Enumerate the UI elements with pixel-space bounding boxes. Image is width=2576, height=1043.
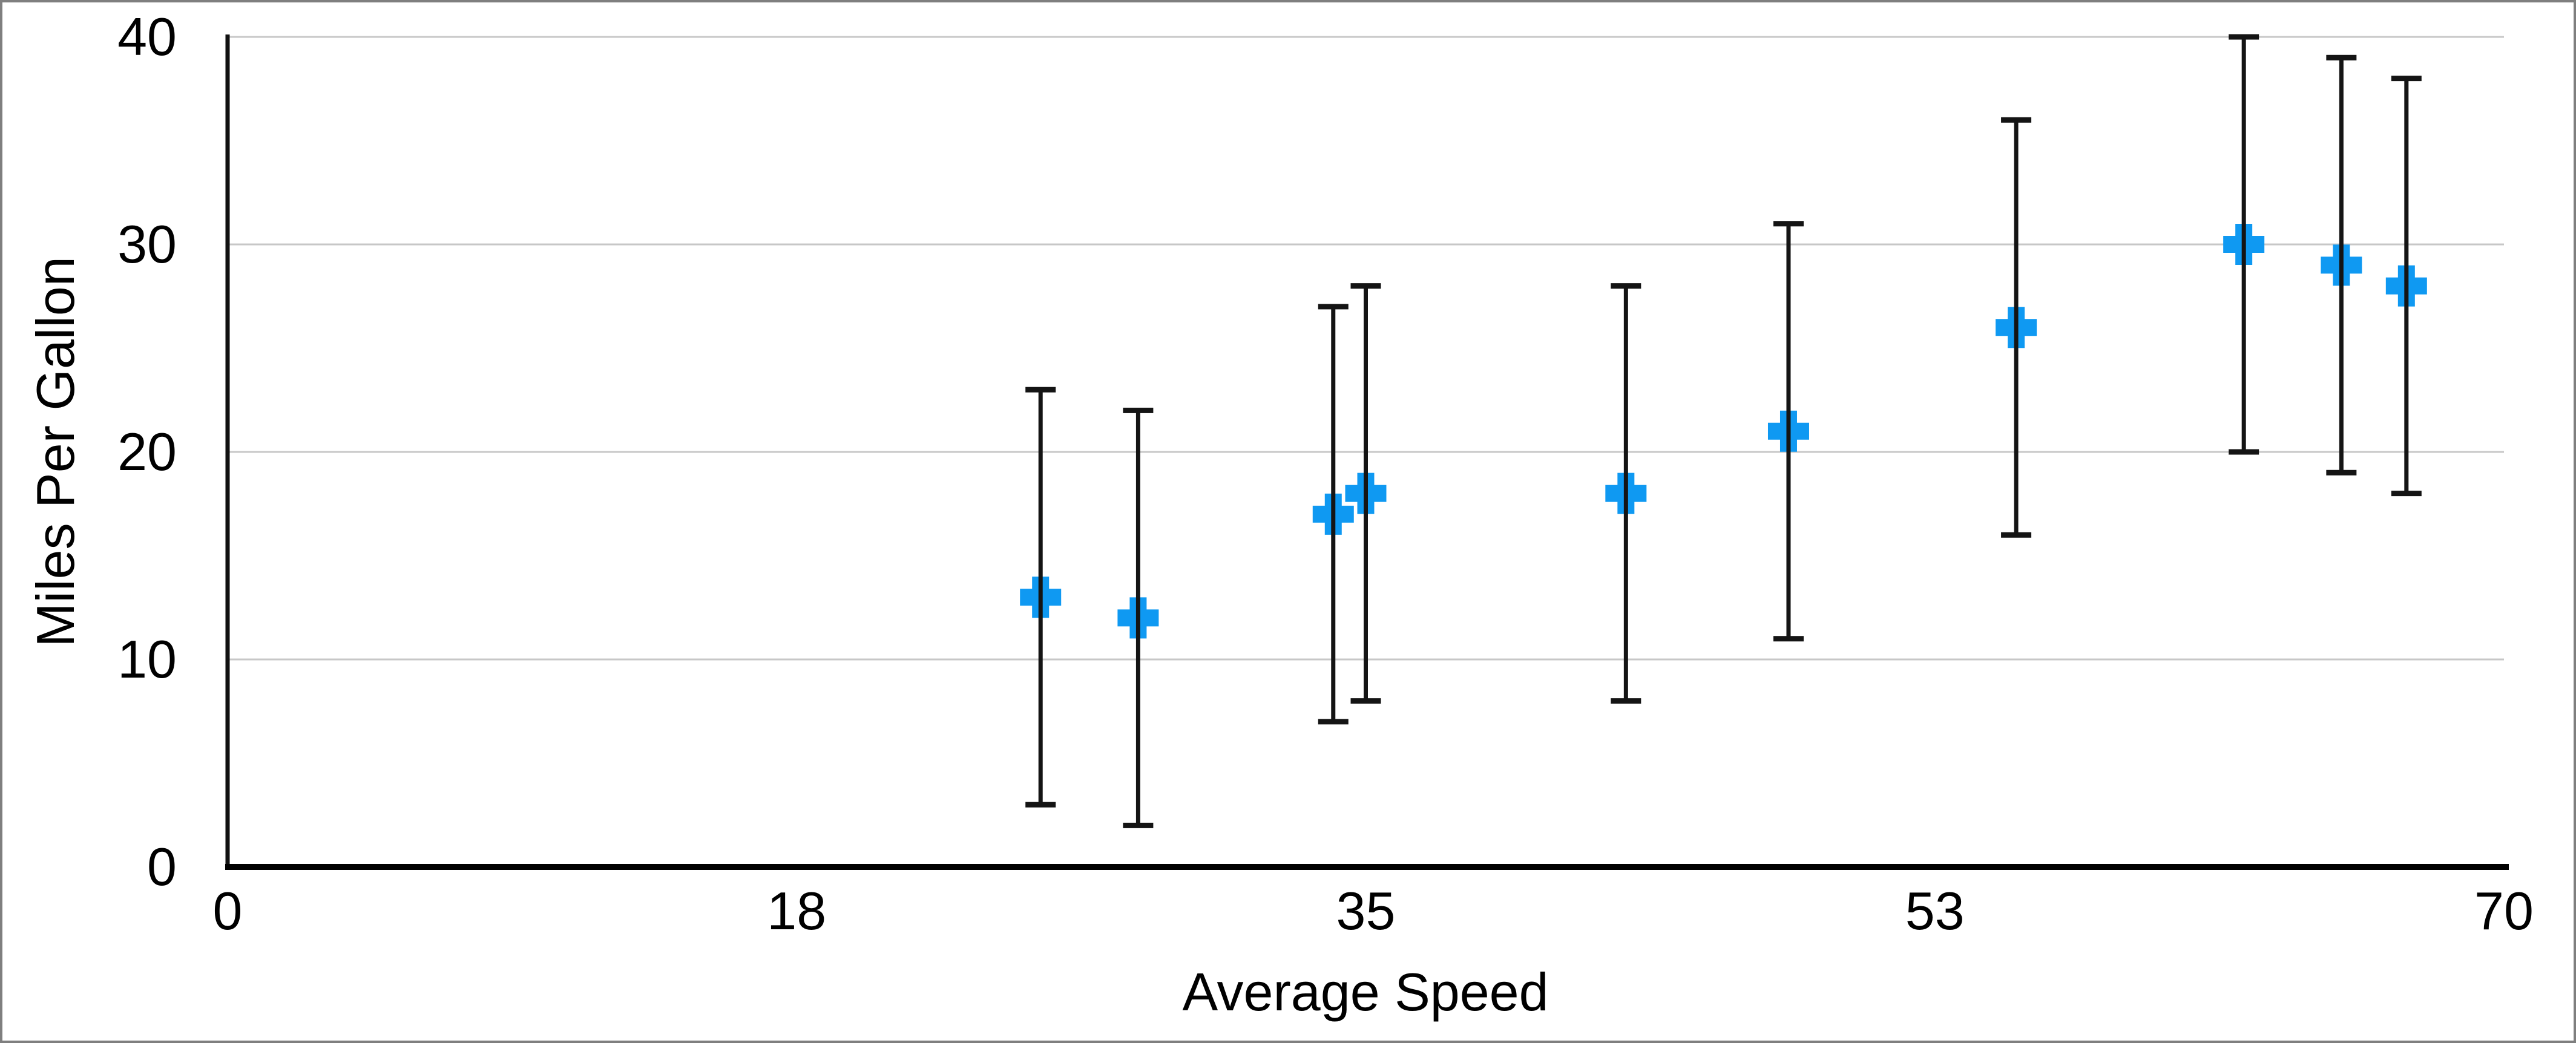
x-tick-label: 70 [2474,881,2534,941]
x-tick-label: 35 [1336,881,1396,941]
y-tick-label: 40 [117,7,177,67]
y-tick-label: 0 [147,837,177,897]
y-tick-label: 10 [117,629,177,689]
y-tick-label: 30 [117,214,177,274]
x-tick-label: 53 [1905,881,1965,941]
x-tick-label: 18 [767,881,827,941]
x-axis-title: Average Speed [1182,962,1549,1022]
y-tick-label: 20 [117,422,177,482]
x-tick-label: 0 [212,881,243,941]
